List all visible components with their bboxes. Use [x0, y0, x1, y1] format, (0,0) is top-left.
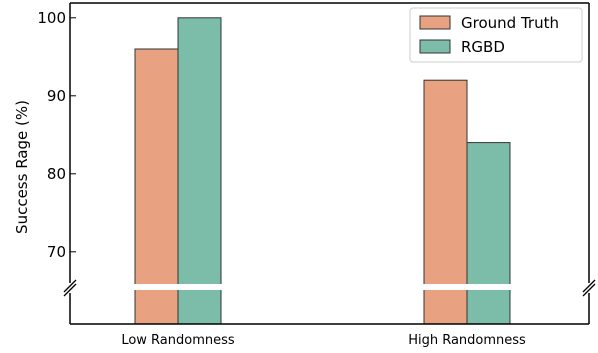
axis-break-mark-right	[582, 283, 596, 297]
bar-0-0	[134, 48, 179, 325]
y-tick-label: 100	[37, 9, 66, 27]
y-tick-label: 70	[47, 243, 66, 261]
bar-0-1	[177, 17, 222, 325]
axis-break-mark-left	[63, 279, 77, 293]
bars-layer	[134, 17, 511, 325]
x-tick-labels: Low Randomness High Randomness	[121, 333, 526, 348]
axis-break	[63, 279, 596, 297]
x-tick-label: Low Randomness	[121, 333, 235, 348]
y-ticks: 70 80 90 100	[37, 9, 76, 261]
x-tick-label: High Randomness	[408, 333, 526, 348]
legend-swatch	[419, 39, 451, 54]
y-tick-label: 90	[47, 87, 66, 105]
axis-break-mark-left	[63, 283, 77, 297]
legend-box	[409, 7, 583, 63]
bar-1-0	[423, 79, 468, 325]
axis-break-band	[64, 284, 595, 290]
axis-break-mark-right	[582, 279, 596, 293]
legend-label: Ground Truth	[461, 14, 559, 32]
bar-1-1	[466, 142, 511, 325]
legend-label: RGBD	[461, 38, 505, 56]
legend: Ground Truth RGBD	[409, 7, 583, 63]
legend-swatch	[419, 15, 451, 30]
axes	[69, 2, 590, 325]
y-axis-label: Success Rage (%)	[13, 100, 31, 234]
y-tick-label: 80	[47, 165, 66, 183]
